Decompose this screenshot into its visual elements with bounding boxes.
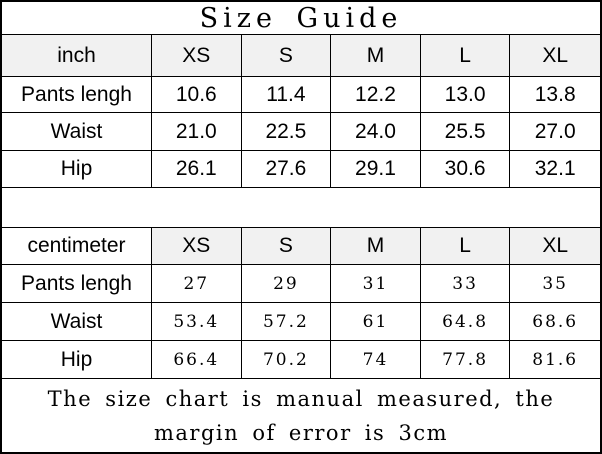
inch-size-header-s: S (241, 35, 332, 76)
cm-size-header-s: S (241, 228, 332, 264)
cm-hip-xs: 66.4 (152, 341, 242, 378)
inch-waist-s: 22.5 (242, 113, 332, 150)
cm-waist-l: 64.8 (421, 303, 511, 340)
cm-hip-xl: 81.6 (532, 349, 579, 370)
cm-hip-l: 77.8 (421, 341, 511, 378)
inch-hip-xs: 26.1 (152, 151, 242, 187)
title-bar: Size Guide (2, 2, 600, 35)
inch-hip-s: 27.6 (242, 151, 332, 187)
cm-waist-xl: 68.6 (532, 311, 579, 332)
inch-waist-m: 24.0 (331, 113, 421, 150)
table-row: Pants lengh 27 29 31 33 35 (2, 265, 600, 303)
inch-header-row: inch XS S M L XL (2, 35, 600, 77)
cm-size-header-l: L (420, 228, 511, 264)
cm-size-header-m: M (331, 228, 421, 264)
cm-hip-s: 70.2 (242, 341, 332, 378)
inch-size-header-xl: XL (510, 35, 600, 76)
inch-hip-xl: 32.1 (534, 157, 576, 180)
inch-pants-l: 13.0 (421, 77, 511, 112)
inch-pants-m: 12.2 (331, 77, 421, 112)
cm-waist-xs: 53.4 (152, 303, 242, 340)
cm-size-header-xs: XS (152, 228, 242, 264)
inch-row-label-waist: Waist (2, 113, 152, 150)
inch-pants-xl: 13.8 (534, 82, 576, 106)
inch-size-header-m: M (331, 35, 421, 76)
cm-unit-label: centimeter (2, 228, 152, 264)
cm-waist-m: 61 (331, 303, 421, 340)
footer-note: The size chart is manual measured, the m… (47, 386, 555, 445)
cm-waist-s: 57.2 (242, 303, 332, 340)
inch-size-header-xs: XS (152, 35, 242, 76)
table-row: Waist 53.4 57.2 61 64.8 68.6 (2, 303, 600, 341)
table-row: Pants lengh 10.6 11.4 12.2 13.0 13.8 (2, 77, 600, 113)
inch-pants-xs: 10.6 (152, 77, 242, 112)
cm-size-header-xl: XL (510, 228, 600, 264)
cm-pants-xs: 27 (152, 265, 242, 302)
inch-waist-l: 25.5 (421, 113, 511, 150)
cm-row-label-hip: Hip (2, 341, 152, 378)
inch-waist-xl: 27.0 (534, 119, 576, 143)
cm-hip-m: 74 (331, 341, 421, 378)
section-divider (2, 188, 600, 228)
cm-row-label-waist: Waist (2, 303, 152, 340)
inch-row-label-hip: Hip (2, 151, 152, 187)
cm-pants-l: 33 (421, 265, 511, 302)
inch-size-header-l: L (420, 35, 511, 76)
table-row: Hip 26.1 27.6 29.1 30.6 32.1 (2, 151, 600, 188)
cm-pants-xl: 35 (542, 273, 568, 294)
footer-note-area: The size chart is manual measured, the m… (2, 379, 600, 452)
inch-unit-label: inch (2, 35, 152, 76)
cm-pants-s: 29 (242, 265, 332, 302)
cm-row-label-pants-length: Pants lengh (2, 265, 152, 302)
cm-header-row: centimeter XS S M L XL (2, 228, 600, 265)
table-row: Waist 21.0 22.5 24.0 25.5 27.0 (2, 113, 600, 151)
cm-pants-m: 31 (331, 265, 421, 302)
inch-hip-l: 30.6 (421, 151, 511, 187)
inch-pants-s: 11.4 (242, 77, 332, 112)
inch-hip-m: 29.1 (331, 151, 421, 187)
table-row: Hip 66.4 70.2 74 77.8 81.6 (2, 341, 600, 379)
inch-row-label-pants-length: Pants lengh (2, 77, 152, 112)
inch-waist-xs: 21.0 (152, 113, 242, 150)
page-title: Size Guide (199, 2, 403, 34)
